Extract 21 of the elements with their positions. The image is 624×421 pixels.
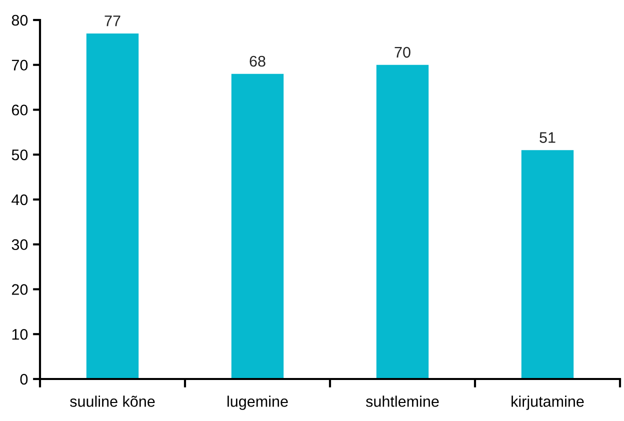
x-tick-label: lugemine — [228, 396, 288, 410]
y-tick-label: 10 — [12, 328, 28, 340]
x-tick-label: suuline kõne — [70, 396, 155, 407]
y-tick-label: 70 — [12, 60, 28, 71]
y-tick-label: 30 — [12, 239, 28, 250]
y-tick-label: 80 — [12, 14, 28, 26]
y-tick-label: 20 — [12, 284, 28, 295]
data-label: 77 — [104, 16, 120, 26]
bar — [86, 33, 139, 379]
data-label: 70 — [394, 46, 410, 58]
x-tick-label: kirjutamine — [512, 396, 584, 410]
bar — [231, 74, 284, 379]
y-tick-label: 50 — [12, 149, 28, 160]
x-tick-label: suhtlemine — [366, 396, 439, 407]
y-tick-label: 40 — [12, 194, 28, 206]
bar — [376, 64, 429, 379]
bar — [521, 150, 574, 379]
y-tick-label: 0 — [20, 374, 28, 385]
y-tick-label: 60 — [12, 104, 28, 116]
data-label: 51 — [540, 132, 556, 143]
data-label: 68 — [250, 56, 266, 67]
